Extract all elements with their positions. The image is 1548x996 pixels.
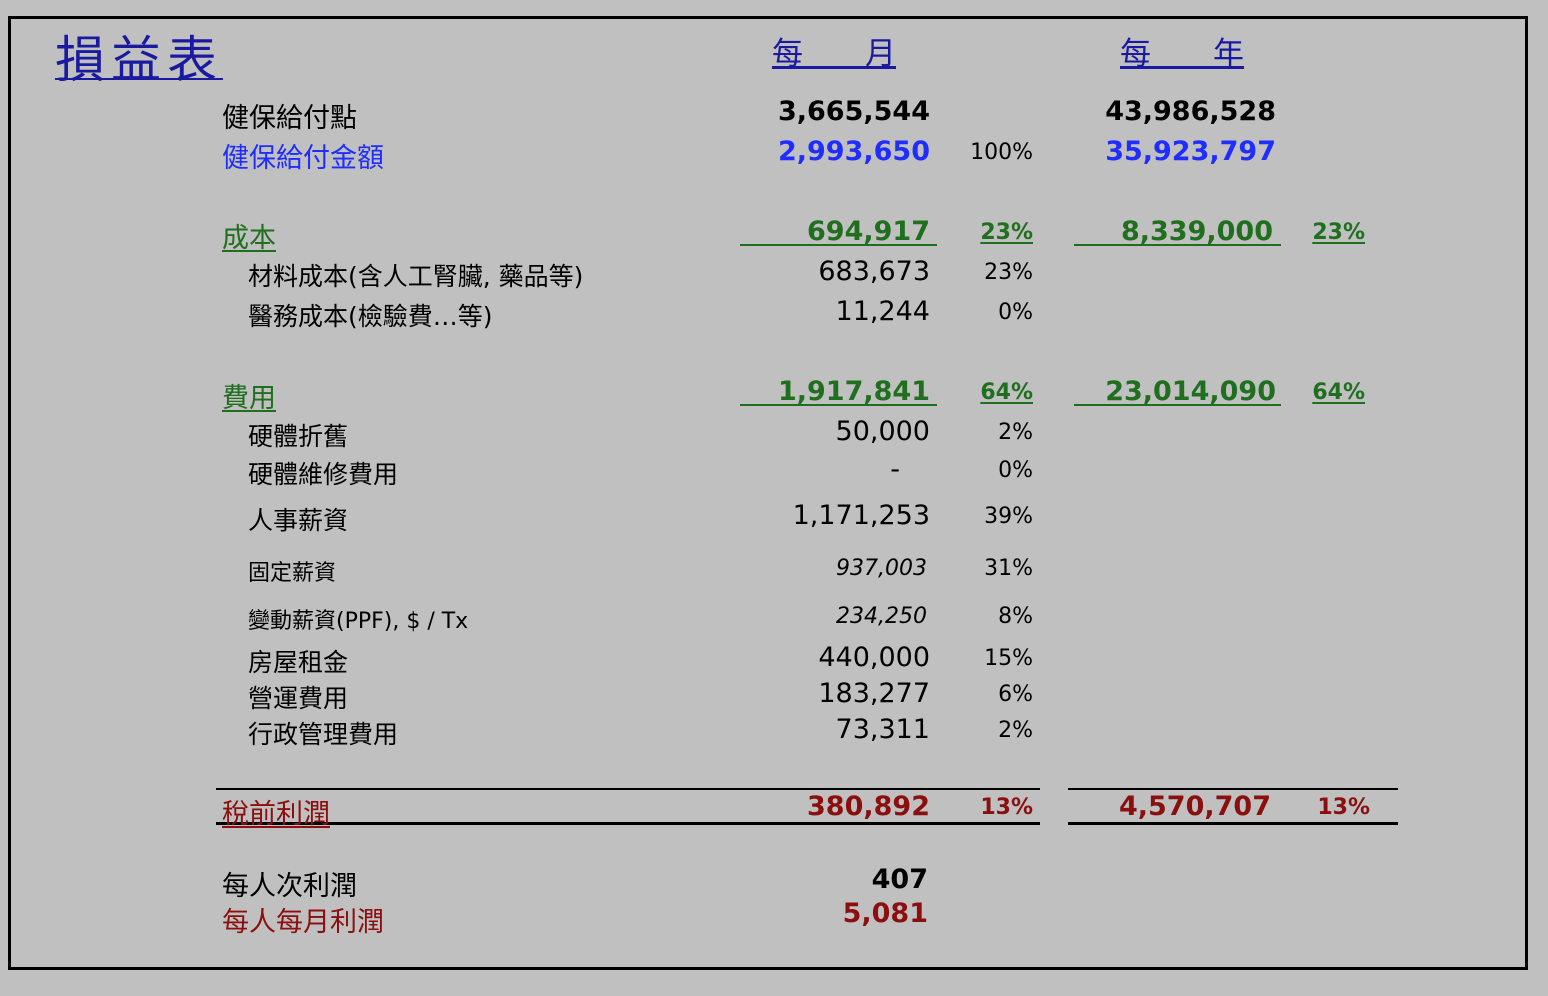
expense-monthly-underline: [740, 404, 937, 406]
repair-monthly: -: [890, 454, 900, 485]
rent-pct: 15%: [984, 646, 1033, 671]
sheet-frame: [8, 16, 1528, 970]
admin-label: 行政管理費用: [248, 720, 399, 749]
profit-per-treatment-label: 每人次利潤: [222, 871, 357, 902]
pretax-bottom-rule-yearly: [1068, 822, 1398, 825]
points-yearly: 43,986,528: [1105, 96, 1276, 127]
amount-monthly: 2,993,650: [777, 136, 930, 167]
repair-pct: 0%: [998, 458, 1033, 483]
cost-yearly: 8,339,000: [1120, 216, 1273, 247]
expense-monthly: 1,917,841: [777, 376, 930, 407]
cost-monthly-underline: [740, 244, 937, 246]
cost-yearly-pct: 23%: [1312, 220, 1365, 245]
profit-per-person-month-label: 每人每月利潤: [222, 907, 384, 938]
pretax-monthly: 380,892: [807, 791, 930, 822]
expense-yearly-underline: [1074, 404, 1281, 406]
admin-monthly: 73,311: [835, 714, 930, 745]
points-monthly: 3,665,544: [777, 96, 930, 127]
pretax-top-rule-monthly: [216, 788, 1040, 790]
medical-cost-label: 醫務成本(檢驗費…等): [248, 302, 493, 331]
profit-per-person-month-value: 5,081: [842, 898, 928, 929]
operating-monthly: 183,277: [818, 678, 930, 709]
fixed-salary-label: 固定薪資: [248, 561, 337, 586]
cost-label: 成本: [222, 223, 276, 254]
rent-label: 房屋租金: [248, 648, 349, 677]
expense-monthly-pct: 64%: [980, 380, 1033, 405]
expense-label: 費用: [222, 383, 276, 414]
cost-monthly: 694,917: [807, 216, 930, 247]
fixed-salary-monthly: 937,003: [836, 556, 927, 581]
depreciation-label: 硬體折舊: [248, 422, 349, 451]
monthly-header: 每 月: [772, 36, 896, 72]
fixed-salary-pct: 31%: [984, 556, 1033, 581]
operating-pct: 6%: [998, 682, 1033, 707]
expense-yearly-pct: 64%: [1312, 380, 1365, 405]
amount-monthly-pct: 100%: [970, 140, 1033, 165]
page-title: 損益表: [55, 31, 223, 89]
rent-monthly: 440,000: [818, 642, 930, 673]
variable-salary-label: 變動薪資(PPF), $ / Tx: [248, 609, 469, 634]
cost-yearly-underline: [1074, 244, 1281, 246]
repair-label: 硬體維修費用: [248, 460, 399, 489]
pretax-top-rule-yearly: [1068, 788, 1398, 790]
points-label: 健保給付點: [222, 103, 357, 134]
cost-monthly-pct: 23%: [980, 220, 1033, 245]
pretax-yearly: 4,570,707: [1118, 791, 1271, 822]
salary-monthly: 1,171,253: [792, 500, 930, 531]
depreciation-monthly: 50,000: [835, 416, 930, 447]
variable-salary-monthly: 234,250: [836, 604, 927, 629]
medical-cost-monthly: 11,244: [835, 296, 930, 327]
amount-yearly: 35,923,797: [1105, 136, 1276, 167]
salary-label: 人事薪資: [248, 506, 349, 535]
admin-pct: 2%: [998, 718, 1033, 743]
pretax-label: 稅前利潤: [222, 799, 330, 830]
expense-yearly: 23,014,090: [1105, 376, 1276, 407]
material-cost-label: 材料成本(含人工腎臟, 藥品等): [248, 262, 584, 291]
salary-pct: 39%: [984, 504, 1033, 529]
operating-label: 營運費用: [248, 684, 349, 713]
variable-salary-pct: 8%: [998, 604, 1033, 629]
amount-label: 健保給付金額: [222, 143, 384, 174]
pretax-yearly-pct: 13%: [1317, 795, 1370, 820]
profit-per-treatment-value: 407: [871, 864, 928, 895]
pretax-monthly-pct: 13%: [980, 795, 1033, 820]
material-cost-pct: 23%: [984, 260, 1033, 285]
pretax-bottom-rule-monthly: [216, 822, 1040, 825]
medical-cost-pct: 0%: [998, 300, 1033, 325]
yearly-header: 每 年: [1120, 36, 1244, 72]
depreciation-pct: 2%: [998, 420, 1033, 445]
material-cost-monthly: 683,673: [818, 256, 930, 287]
